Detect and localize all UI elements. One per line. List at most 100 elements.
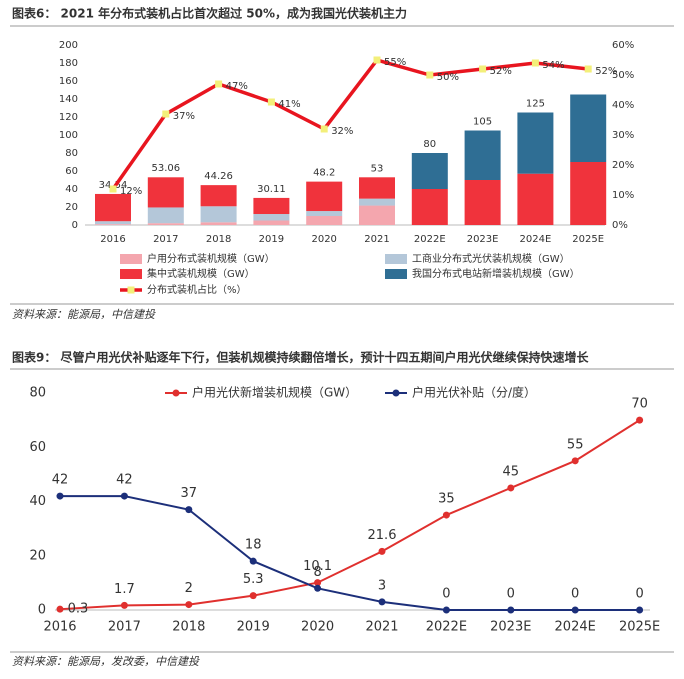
line: [111, 57, 589, 191]
value-label: 18: [245, 538, 262, 553]
marker: [571, 457, 579, 465]
y-tick-label: 100: [59, 130, 78, 141]
legend-marker: [127, 286, 135, 294]
legend-label: 户用分布式装机规模（GW）: [147, 252, 275, 265]
total-label: 48.2: [313, 168, 335, 179]
value-label: 2: [185, 581, 193, 596]
value-label: 35: [438, 492, 455, 507]
value-label: 54%: [542, 60, 564, 71]
marker: [636, 416, 644, 424]
marker: [442, 606, 450, 614]
bar: [411, 189, 448, 225]
value-label: 10.1: [303, 559, 332, 574]
marker: [120, 601, 128, 609]
marker: [56, 492, 64, 500]
value-label: 0: [442, 587, 450, 602]
bar: [147, 223, 184, 225]
y-tick-label: 120: [59, 112, 78, 123]
bar: [95, 224, 131, 225]
line: [59, 419, 641, 611]
total-label: 80: [423, 139, 436, 150]
value-label: 8: [313, 565, 321, 580]
bar: [464, 180, 501, 225]
x-tick-label: 2018: [172, 620, 205, 635]
total-label: 30.11: [257, 184, 286, 195]
y-tick-label: 60: [29, 440, 46, 455]
marker: [442, 511, 450, 519]
bar: [306, 181, 343, 212]
marker: [571, 606, 579, 614]
y2-tick-label: 0%: [612, 220, 628, 231]
y-tick-label: 40: [29, 494, 46, 509]
value-label: 0: [571, 587, 579, 602]
legend-swatch: [385, 269, 407, 279]
bar: [95, 221, 131, 225]
bar: [359, 198, 395, 206]
bar: [147, 207, 184, 224]
x-tick-label: 2025E: [572, 234, 604, 245]
y2-tick-label: 50%: [612, 70, 634, 81]
x-tick-label: 2016: [43, 620, 76, 635]
bar: [200, 185, 237, 207]
marker: [507, 606, 515, 614]
x-tick-label: 2022E: [414, 234, 446, 245]
bar: [464, 130, 501, 180]
legend-label: 工商业分布式光伏装机规模（GW）: [412, 252, 570, 265]
x-tick-label: 2023E: [467, 234, 499, 245]
bar: [306, 216, 343, 225]
source: 资料来源：能源局，发改委，中信建投: [12, 655, 200, 668]
value-label: 70: [631, 397, 648, 412]
value-label: 55%: [384, 57, 406, 68]
legend-marker: [172, 389, 180, 397]
marker: [162, 110, 170, 118]
value-label: 45: [503, 464, 520, 479]
y-tick-label: 160: [59, 76, 78, 87]
y2-tick-label: 40%: [612, 100, 634, 111]
value-label: 52%: [595, 66, 617, 77]
bar: [570, 94, 607, 162]
total-label: 53: [371, 163, 384, 174]
x-tick-label: 2022E: [426, 620, 467, 635]
x-tick-label: 2023E: [490, 620, 531, 635]
bar: [411, 153, 448, 189]
y2-tick-label: 30%: [612, 130, 634, 141]
value-label: 41%: [278, 99, 300, 110]
legend-label: 户用光伏新增装机规模（GW）: [192, 385, 357, 400]
marker: [109, 185, 117, 193]
total-label: 105: [473, 117, 492, 128]
x-tick-label: 2021: [365, 620, 398, 635]
total-label: 53.06: [151, 163, 180, 174]
value-label: 47%: [226, 81, 248, 92]
y-tick-label: 140: [59, 94, 78, 105]
chart-title: 图表9： 尽管户用光伏补贴逐年下行，但装机规模持续翻倍增长，预计十四五期间户用光…: [12, 350, 590, 365]
x-tick-label: 2019: [259, 234, 284, 245]
marker: [479, 65, 487, 73]
x-tick-label: 2025E: [619, 620, 660, 635]
marker: [320, 125, 328, 133]
y-tick-label: 20: [65, 202, 78, 213]
total-label: 34.54: [99, 180, 128, 191]
y2-tick-label: 60%: [612, 40, 634, 51]
bar: [517, 112, 554, 174]
marker: [378, 598, 386, 606]
y-tick-label: 180: [59, 58, 78, 69]
legend-label: 分布式装机占比（%）: [147, 283, 247, 296]
bar: [95, 193, 131, 222]
marker: [267, 98, 275, 106]
value-label: 0.3: [68, 602, 89, 617]
marker: [249, 592, 257, 600]
bar: [359, 177, 395, 199]
x-tick-label: 2019: [237, 620, 270, 635]
y-tick-label: 80: [29, 386, 46, 401]
legend-label: 集中式装机规模（GW）: [147, 267, 255, 280]
value-label: 37%: [173, 111, 195, 122]
bar: [253, 197, 290, 215]
bar: [253, 220, 290, 225]
chart-title: 图表6： 2021 年分布式装机占比首次超过 50%，成为我国光伏装机主力: [12, 6, 407, 21]
legend-label: 我国分布式电站新增装机规模（GW）: [412, 267, 580, 280]
y-tick-label: 20: [29, 548, 46, 563]
value-label: 55: [567, 437, 584, 452]
bar: [253, 214, 290, 221]
